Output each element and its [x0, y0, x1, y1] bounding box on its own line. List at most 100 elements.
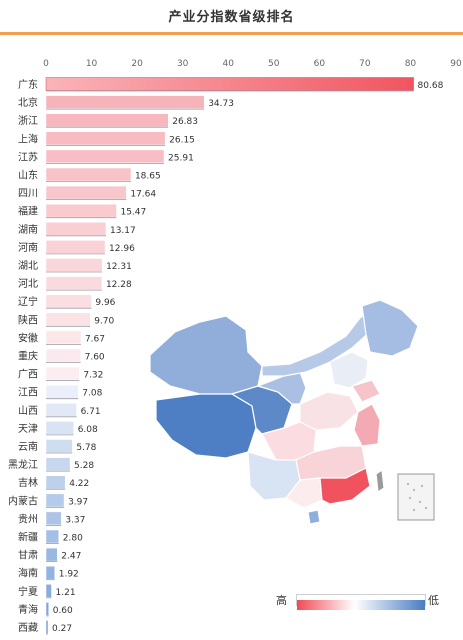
category-label: 安徽 — [18, 331, 38, 344]
category-label: 河北 — [18, 278, 38, 290]
bar — [45, 312, 91, 327]
value-label: 12.96 — [109, 244, 135, 254]
x-tick-label: 80 — [405, 59, 417, 69]
x-tick-label: 20 — [131, 59, 143, 69]
category-label: 西藏 — [18, 622, 38, 634]
value-label: 26.15 — [169, 135, 195, 145]
value-label: 9.70 — [94, 316, 114, 326]
category-label: 黑龙江 — [8, 458, 38, 471]
value-label: 13.17 — [110, 226, 136, 236]
value-label: 17.64 — [130, 190, 156, 200]
x-tick-label: 30 — [177, 59, 189, 69]
bar — [45, 348, 81, 363]
x-tick-label: 0 — [43, 59, 49, 69]
map-region-central — [299, 391, 359, 431]
chart-title: 产业分指数省级排名 — [168, 10, 295, 25]
category-label: 山西 — [18, 405, 38, 417]
map-region-guangdong — [319, 467, 371, 505]
map-region-hainan — [307, 509, 321, 525]
map-region-tibet — [155, 393, 257, 459]
bar — [45, 95, 205, 109]
south-sea-islands — [406, 482, 428, 512]
value-label: 15.47 — [120, 208, 146, 218]
bar — [45, 149, 165, 164]
category-label: 上海 — [18, 132, 38, 145]
bar — [45, 185, 127, 200]
value-label: 7.32 — [83, 371, 103, 381]
category-label: 广西 — [18, 369, 38, 381]
bar — [45, 77, 414, 91]
bar — [45, 167, 132, 182]
map-region-northeast — [361, 299, 419, 357]
value-label: 18.65 — [135, 172, 161, 182]
value-label: 5.28 — [74, 461, 94, 471]
bar — [45, 620, 49, 634]
category-label: 贵州 — [18, 512, 38, 525]
category-label: 重庆 — [18, 350, 38, 363]
bar — [45, 457, 71, 471]
bar — [45, 294, 92, 308]
value-label: 5.78 — [76, 443, 96, 453]
map-region-shandong — [351, 379, 381, 403]
value-label: 1.92 — [59, 570, 79, 580]
value-label: 12.28 — [106, 280, 132, 290]
map-region-xinjiang — [149, 315, 263, 395]
category-label: 福建 — [18, 205, 38, 218]
category-label: 浙江 — [18, 115, 38, 127]
category-label: 甘肃 — [18, 549, 38, 562]
bar — [45, 384, 79, 399]
value-label: 12.31 — [106, 262, 132, 272]
category-label: 江苏 — [18, 150, 38, 163]
category-label: 陕西 — [18, 313, 38, 326]
bar — [45, 113, 169, 127]
bar — [45, 547, 58, 562]
bar — [45, 602, 49, 616]
value-label: 1.21 — [56, 588, 76, 598]
bar — [45, 258, 103, 272]
category-label: 天津 — [18, 423, 38, 435]
value-label: 4.22 — [69, 479, 89, 489]
category-label: 吉林 — [18, 476, 38, 489]
legend-high-label: 高 — [276, 594, 287, 607]
value-label: 6.71 — [81, 407, 101, 417]
value-label: 3.97 — [68, 497, 88, 507]
value-label: 7.08 — [82, 389, 102, 399]
bar — [45, 366, 80, 381]
bars: 广东 80.68 北京 34.73 浙江 26.83 上海 26.15 江苏 25.91 山东 18.… — [8, 77, 444, 635]
bar — [45, 330, 82, 345]
x-tick-label: 10 — [86, 59, 98, 69]
x-tick-label: 90 — [450, 59, 462, 69]
china-map — [149, 299, 419, 525]
bar — [45, 203, 117, 218]
bar — [45, 276, 103, 290]
bar — [45, 493, 65, 508]
bar — [45, 240, 106, 254]
bar — [45, 403, 77, 417]
x-tick-label: 50 — [268, 59, 280, 69]
bar — [45, 584, 52, 598]
value-label: 7.60 — [85, 353, 105, 363]
value-label: 2.80 — [63, 534, 83, 544]
legend-color-scale — [296, 594, 426, 610]
bar — [45, 511, 62, 526]
south-sea-inset — [397, 473, 435, 521]
value-label: 0.60 — [53, 606, 73, 616]
category-label: 湖北 — [18, 260, 38, 272]
value-label: 6.08 — [78, 425, 98, 435]
category-label: 湖南 — [18, 223, 38, 236]
map-region-taiwan — [375, 468, 385, 494]
value-label: 9.96 — [95, 298, 115, 308]
category-label: 海南 — [18, 567, 38, 580]
title-underline — [0, 32, 463, 35]
bar — [45, 529, 60, 544]
bar — [45, 475, 66, 489]
x-tick-label: 70 — [359, 59, 371, 69]
category-label: 青海 — [18, 603, 38, 616]
category-label: 新疆 — [18, 531, 38, 544]
bar — [45, 565, 55, 580]
category-label: 江西 — [18, 387, 38, 399]
category-label: 北京 — [18, 96, 38, 109]
bar — [45, 421, 74, 435]
map-region-jiangsu-zhejiang — [353, 403, 381, 447]
